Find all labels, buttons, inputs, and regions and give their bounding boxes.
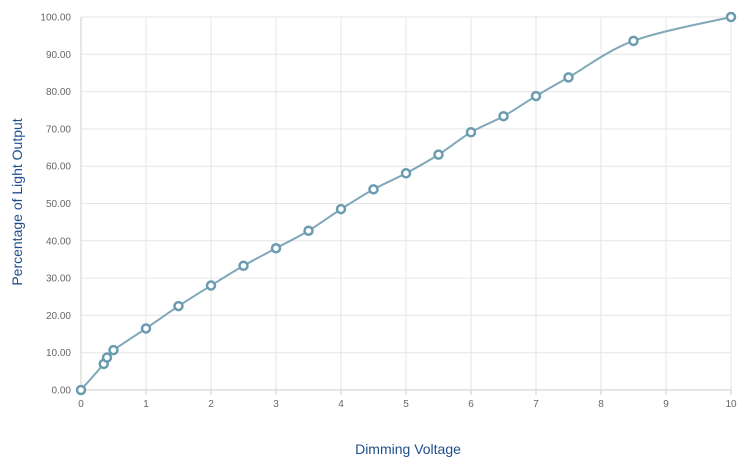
marker-layer bbox=[75, 11, 737, 396]
data-point[interactable] bbox=[173, 300, 184, 312]
data-point[interactable] bbox=[465, 127, 477, 138]
data-point[interactable] bbox=[368, 184, 379, 195]
y-tick-label: 10.00 bbox=[46, 348, 71, 359]
data-point[interactable] bbox=[433, 149, 444, 160]
x-tick-label: 4 bbox=[338, 399, 344, 410]
data-point[interactable] bbox=[303, 225, 314, 236]
data-point[interactable] bbox=[270, 243, 282, 254]
y-tick-label: 100.00 bbox=[40, 13, 71, 24]
y-axis-title: Percentage of Light Output bbox=[9, 118, 25, 285]
data-point[interactable] bbox=[563, 72, 574, 83]
x-tick-label: 6 bbox=[468, 399, 474, 410]
data-point[interactable] bbox=[725, 11, 737, 23]
y-tick-label: 30.00 bbox=[46, 274, 71, 285]
grid bbox=[81, 16, 732, 390]
data-point[interactable] bbox=[530, 90, 542, 102]
y-tick-label: 40.00 bbox=[46, 236, 71, 247]
data-point[interactable] bbox=[498, 110, 509, 122]
y-tick-label: 60.00 bbox=[46, 162, 71, 173]
x-tick-label: 1 bbox=[143, 399, 149, 410]
x-tick-label: 3 bbox=[273, 399, 279, 410]
data-point[interactable] bbox=[628, 35, 639, 47]
data-point[interactable] bbox=[335, 203, 347, 215]
y-tick-label: 0.00 bbox=[52, 386, 72, 397]
x-axis-title: Dimming Voltage bbox=[355, 441, 461, 457]
y-tick-label: 90.00 bbox=[46, 50, 71, 61]
data-point[interactable] bbox=[108, 344, 119, 356]
y-tick-label: 70.00 bbox=[46, 124, 71, 135]
x-tick-label: 5 bbox=[403, 399, 409, 410]
data-point[interactable] bbox=[101, 352, 113, 363]
x-tick-label: 7 bbox=[533, 399, 539, 410]
y-tick-label: 50.00 bbox=[46, 199, 71, 210]
data-point[interactable] bbox=[400, 168, 412, 179]
data-point[interactable] bbox=[140, 323, 152, 334]
y-tick-label: 20.00 bbox=[46, 311, 71, 322]
axes: 0 1 2 3 4 5 6 7 8 9 100.0010.0020.0030.0040.0050.0… bbox=[40, 13, 737, 411]
x-tick-label: 2 bbox=[208, 399, 214, 410]
data-point[interactable] bbox=[205, 280, 217, 291]
data-point[interactable] bbox=[75, 384, 87, 396]
x-tick-label: 8 bbox=[598, 399, 604, 410]
x-tick-label: 9 bbox=[663, 399, 669, 410]
x-tick-label: 0 bbox=[78, 399, 84, 410]
y-tick-label: 80.00 bbox=[46, 87, 71, 98]
x-tick-label: 10 bbox=[725, 399, 737, 410]
data-point[interactable] bbox=[238, 260, 249, 272]
